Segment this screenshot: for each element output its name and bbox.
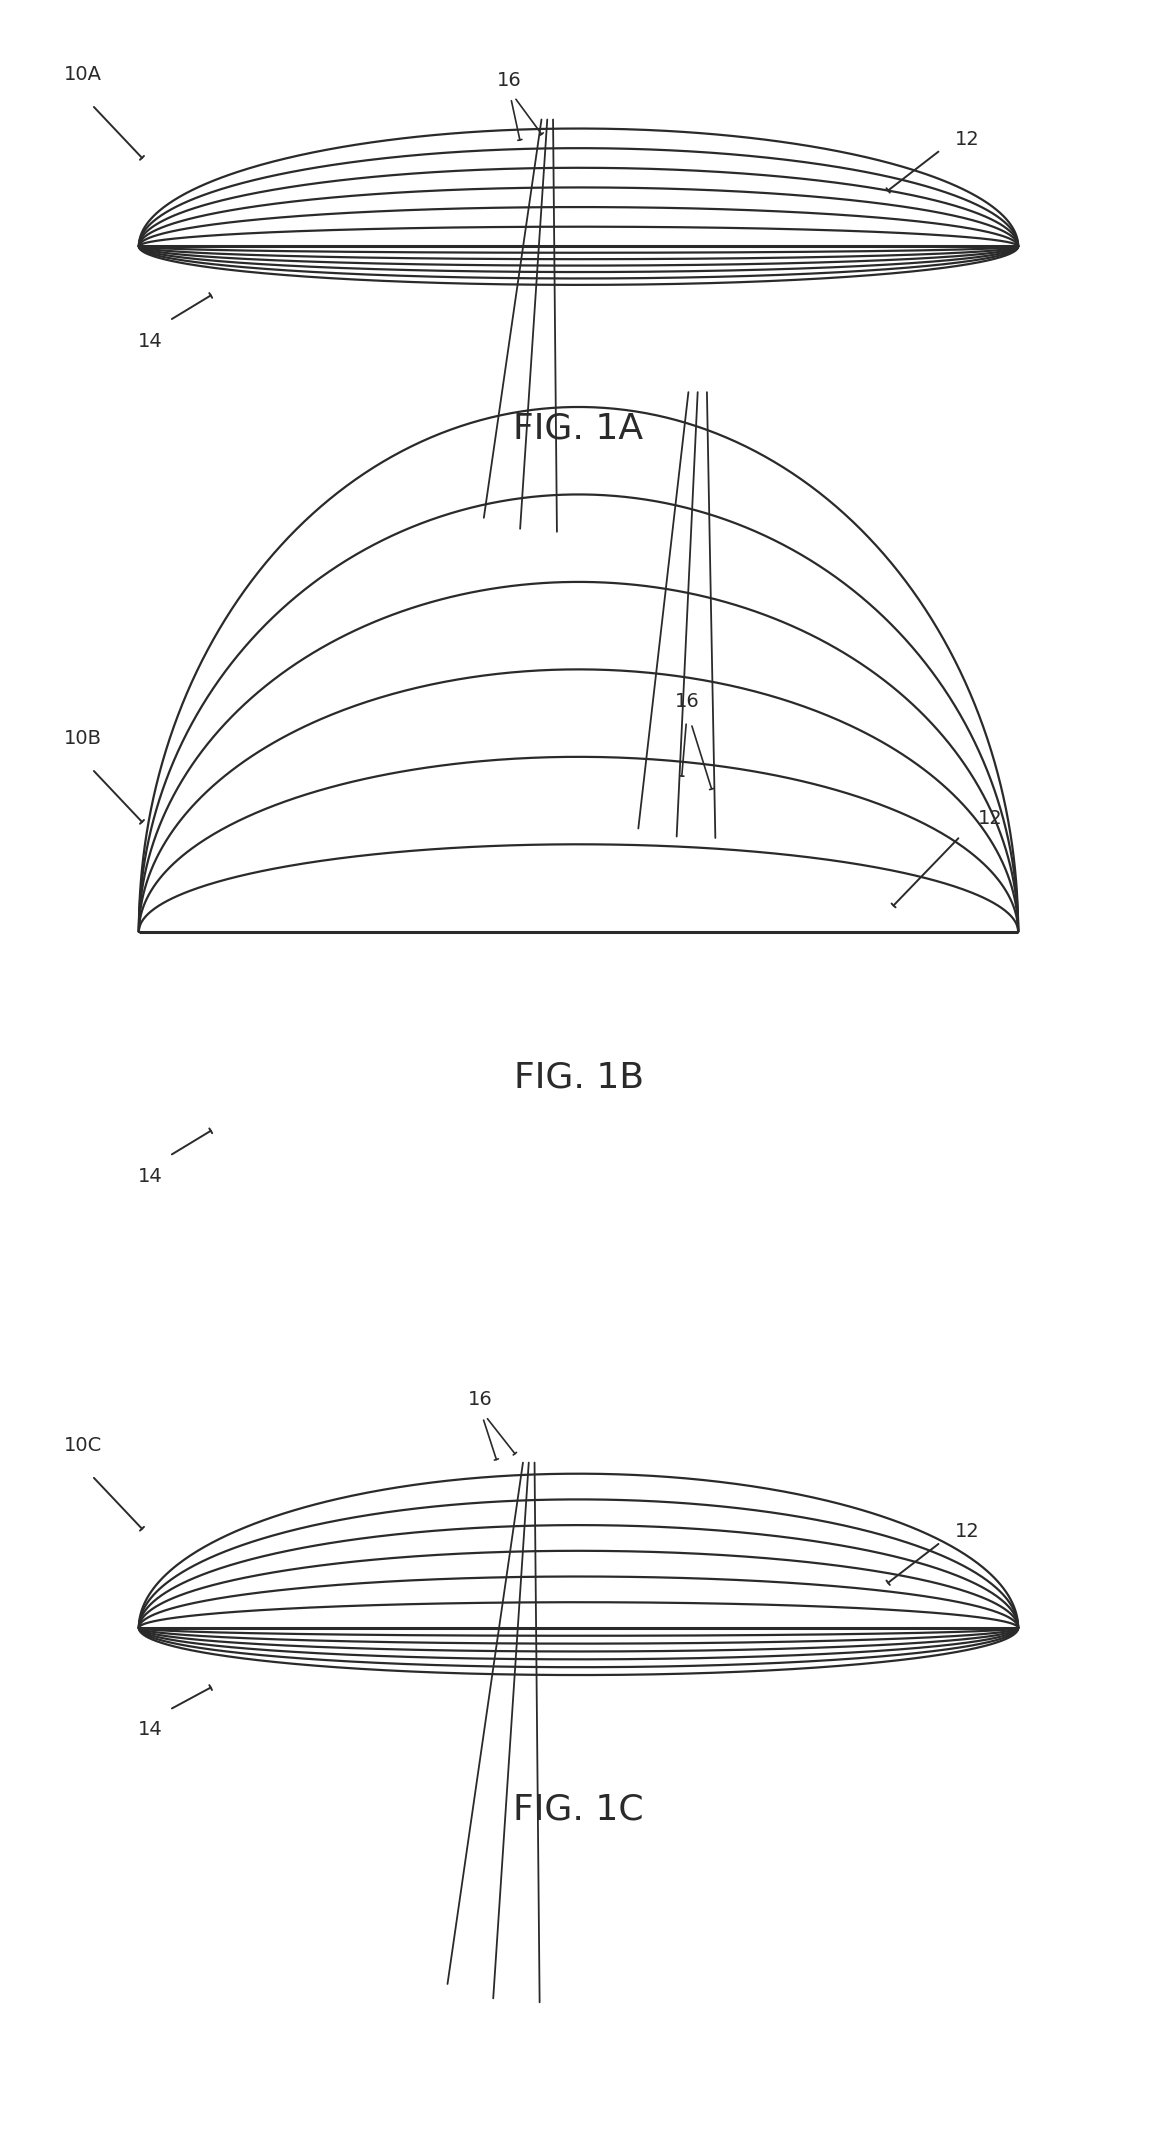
Text: 14: 14 [138,332,163,351]
Text: 10C: 10C [64,1437,102,1454]
Text: 12: 12 [955,1523,979,1540]
Text: 16: 16 [496,71,522,90]
Text: 12: 12 [978,810,1002,827]
Text: FIG. 1C: FIG. 1C [514,1793,643,1827]
Text: 10A: 10A [64,66,102,84]
Text: 16: 16 [467,1390,493,1409]
Text: 14: 14 [138,1720,163,1739]
Text: 16: 16 [675,692,700,711]
Text: FIG. 1B: FIG. 1B [514,1060,643,1095]
Text: 10B: 10B [64,730,102,748]
Text: 14: 14 [138,1167,163,1187]
Text: 12: 12 [955,131,979,148]
Text: FIG. 1A: FIG. 1A [514,411,643,446]
